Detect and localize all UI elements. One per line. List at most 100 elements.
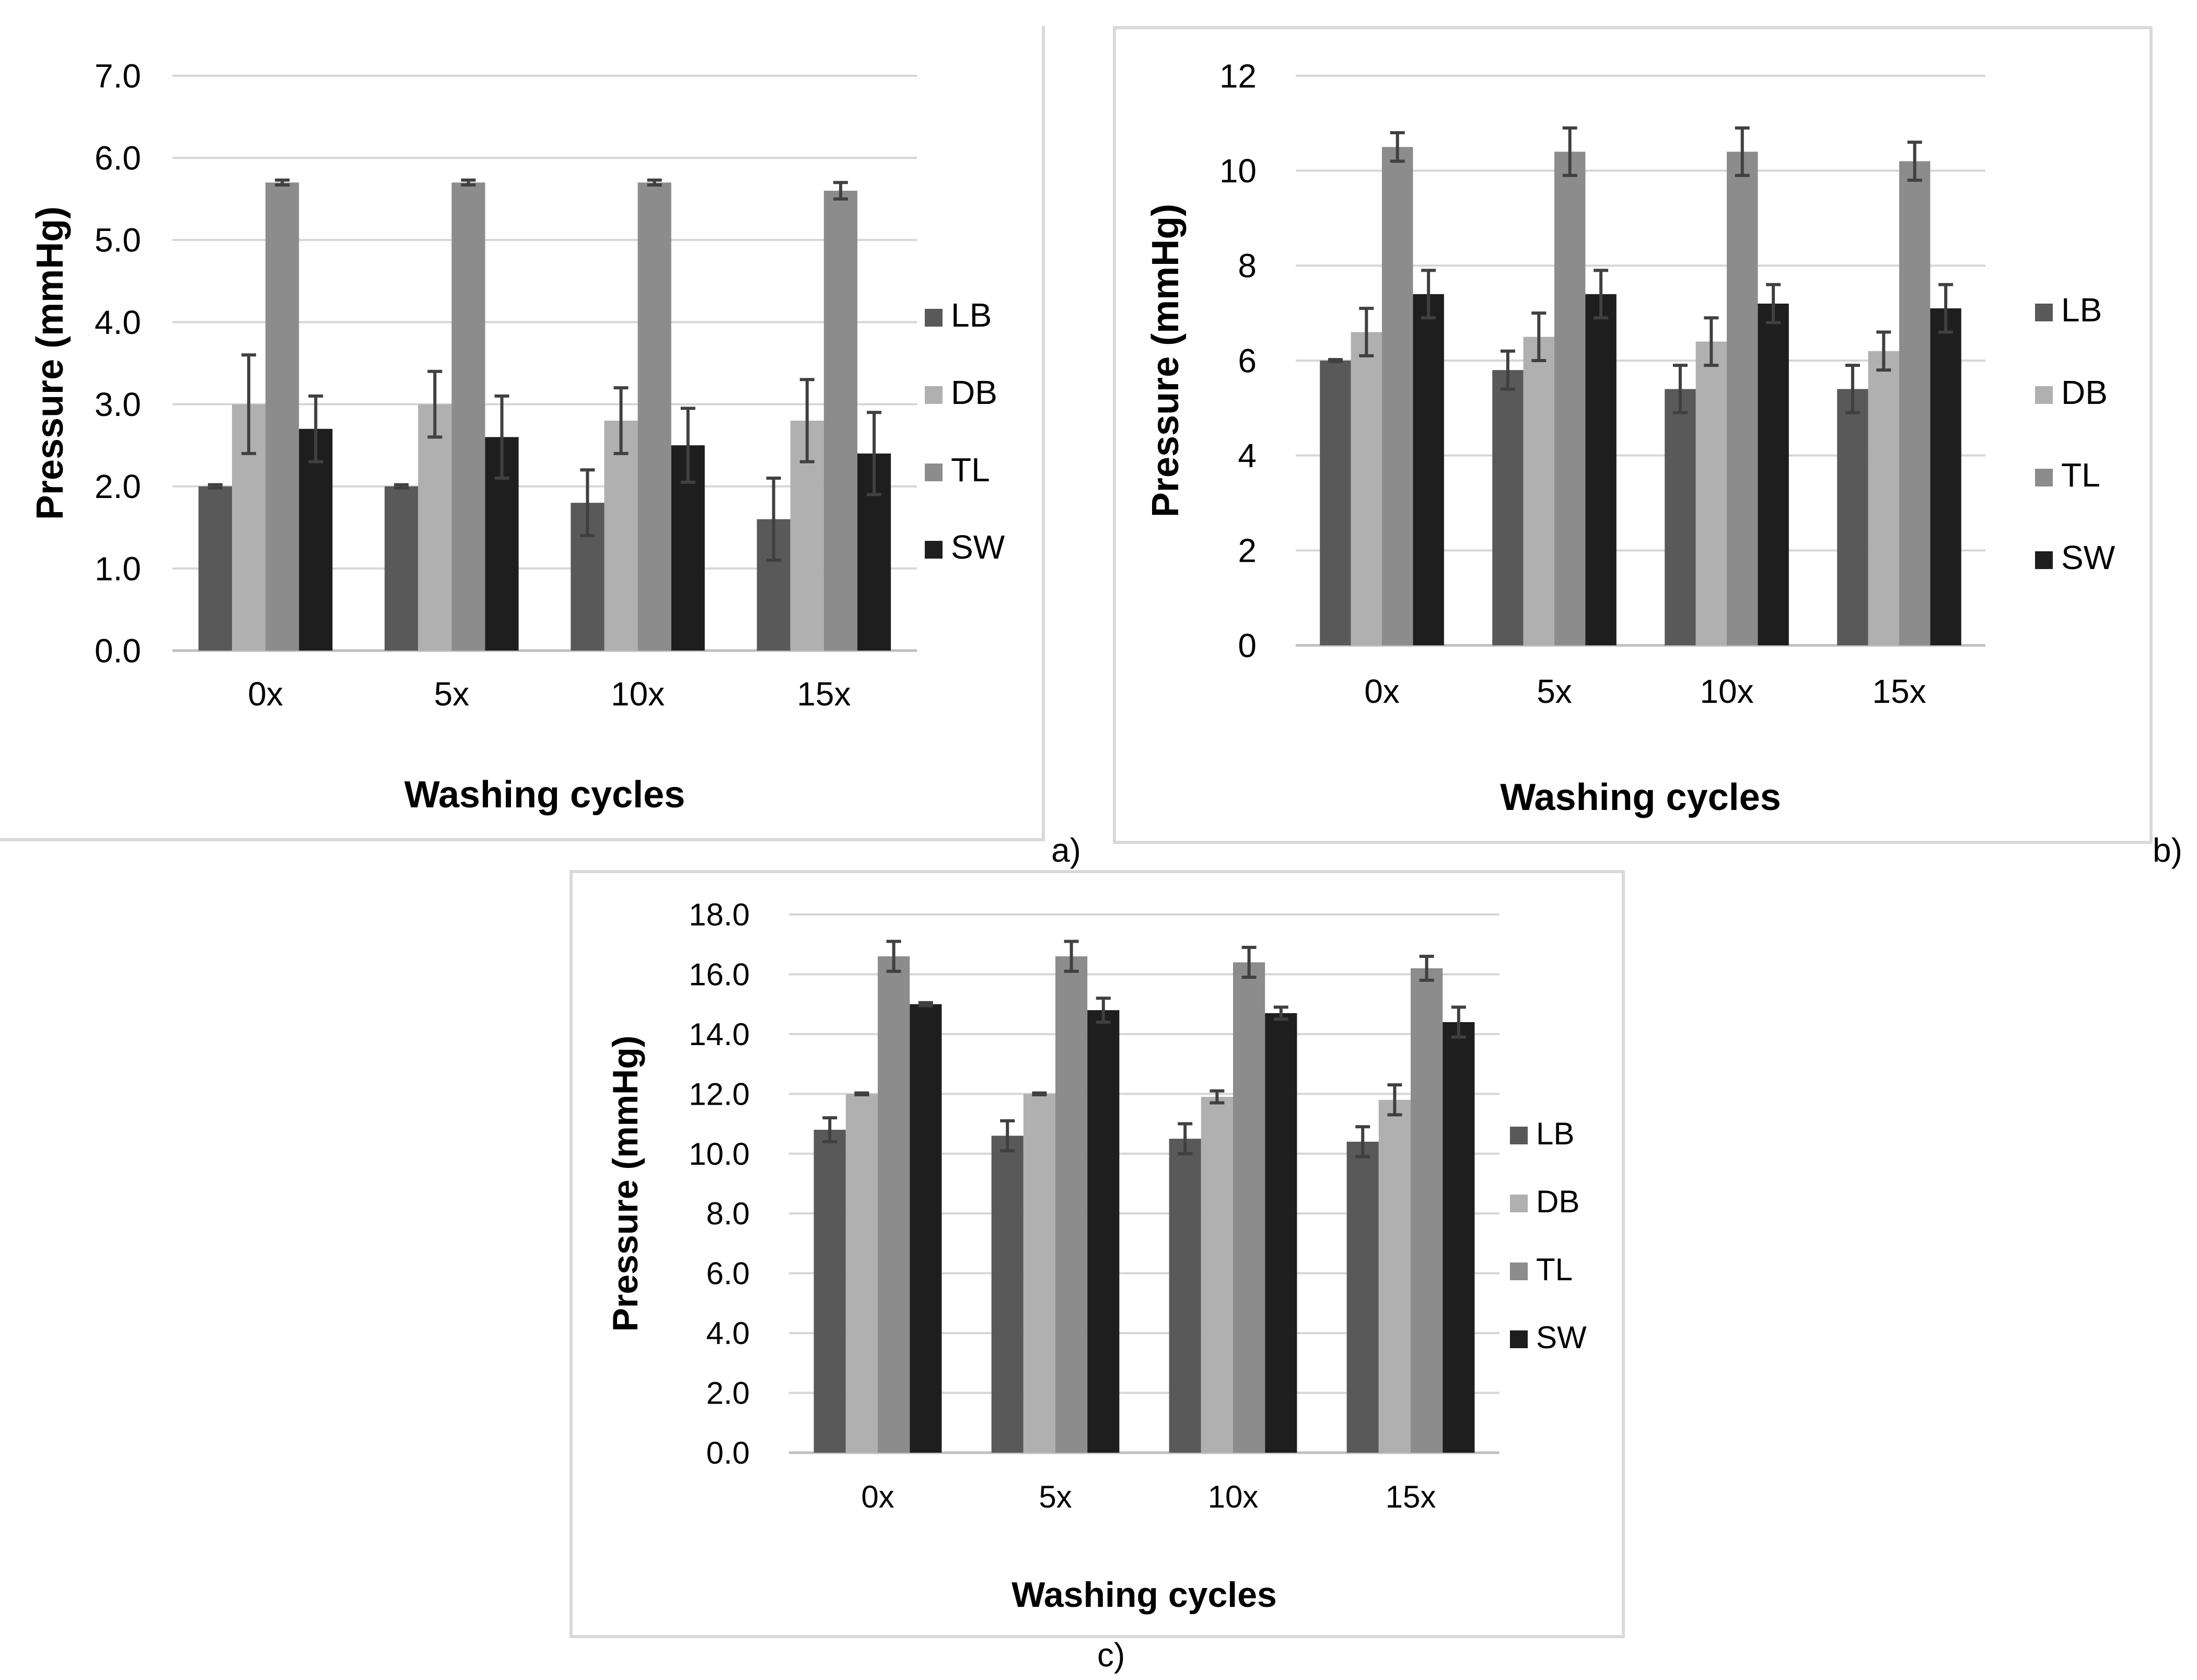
y-tick-label: 2.0 [95, 468, 141, 505]
legend-swatch-lb [1510, 1127, 1528, 1144]
legend-label-sw: SW [2061, 539, 2115, 576]
bar-tl [637, 182, 671, 651]
legend-swatch-tl [2035, 469, 2053, 486]
bar-tl [1727, 152, 1758, 645]
y-tick-label: 6.0 [95, 140, 141, 177]
x-tick-label: 5x [1039, 1479, 1072, 1514]
bar-tl [1055, 956, 1088, 1453]
y-tick-label: 10.0 [689, 1137, 750, 1172]
y-tick-label: 2 [1238, 532, 1257, 570]
bar-sw [1265, 1013, 1297, 1453]
bar-tl [823, 191, 857, 651]
chart-frame-c [569, 870, 1625, 1638]
bar-db [604, 421, 638, 651]
bar-db [1351, 332, 1382, 645]
legend-swatch-lb [925, 309, 943, 327]
legend-swatch-tl [1510, 1262, 1528, 1280]
y-tick-label: 1.0 [95, 550, 141, 587]
x-tick-label: 15x [1872, 673, 1926, 710]
legend-label-db: DB [951, 374, 997, 411]
y-tick-label: 5.0 [95, 222, 141, 259]
legend-swatch-db [1510, 1195, 1528, 1212]
bar-db [1868, 351, 1899, 645]
y-tick-label: 4 [1238, 437, 1257, 474]
x-axis-title: Washing cycles [1500, 777, 1781, 818]
bar-db [1201, 1097, 1233, 1453]
bar-lb [1665, 389, 1696, 645]
bar-tl [1411, 968, 1443, 1453]
bar-sw [1930, 308, 1961, 645]
bar-lb [1492, 370, 1524, 645]
y-tick-label: 12.0 [689, 1076, 750, 1111]
y-tick-label: 4.0 [95, 304, 141, 341]
x-tick-label: 5x [434, 675, 470, 713]
bar-sw [299, 428, 333, 651]
x-tick-label: 10x [1700, 673, 1753, 710]
y-axis-title: Pressure (mmHg) [1145, 204, 1187, 517]
chart-frame-b [1113, 26, 2153, 844]
legend-label-lb: LB [951, 296, 992, 334]
bar-sw [1585, 294, 1617, 645]
bar-sw [1413, 294, 1444, 645]
bar-chart-a: 0.0 1.0 2.0 3.0 4.0 5.0 6.0 7.0 0x 5x 10x 15x Washin… [29, 57, 1005, 816]
legend-label-sw: SW [1536, 1320, 1587, 1355]
legend-swatch-sw [2035, 551, 2053, 569]
legend-swatch-lb [2035, 304, 2053, 321]
bar-lb [1837, 389, 1868, 645]
bar-tl [265, 182, 299, 651]
bar-lb [1320, 361, 1351, 645]
bar-sw [1443, 1022, 1475, 1453]
bar-lb [385, 486, 419, 651]
y-tick-label: 6 [1238, 342, 1257, 379]
x-tick-label: 10x [611, 675, 665, 713]
legend-label-lb: LB [1536, 1116, 1574, 1151]
bar-tl [1382, 147, 1413, 645]
bar-db [418, 404, 452, 651]
y-tick-label: 14.0 [689, 1017, 750, 1052]
bar-tl [878, 956, 910, 1453]
legend-label-db: DB [2061, 374, 2108, 411]
bar-db [1695, 341, 1727, 645]
legend-label-db: DB [1536, 1184, 1579, 1219]
panel-label-c: c) [1097, 1636, 1125, 1674]
x-tick-label: 0x [1364, 673, 1400, 710]
y-axis-title: Pressure (mmHg) [606, 1036, 645, 1332]
y-tick-label: 6.0 [706, 1256, 750, 1291]
y-tick-label: 4.0 [706, 1316, 750, 1351]
legend-swatch-sw [925, 541, 943, 559]
y-tick-label: 0 [1238, 627, 1257, 664]
bar-tl [1233, 962, 1265, 1453]
bar-sw [910, 1004, 942, 1453]
legend-swatch-db [2035, 386, 2053, 404]
bar-db [1378, 1099, 1411, 1453]
x-tick-label: 0x [861, 1479, 894, 1514]
bar-lb [991, 1136, 1024, 1453]
bar-tl [1899, 161, 1931, 645]
y-tick-label: 10 [1219, 152, 1257, 190]
legend-swatch-sw [1510, 1330, 1528, 1348]
x-tick-label: 10x [1208, 1479, 1259, 1514]
bar-sw [1087, 1010, 1120, 1453]
bar-chart-c: 0.0 2.0 4.0 6.0 8.0 10.0 12.0 14.0 16.0 18.0 0x 5x 1… [606, 897, 1587, 1615]
bar-db [845, 1094, 878, 1453]
chart-frame-a [0, 26, 1045, 841]
y-tick-label: 8.0 [706, 1196, 750, 1231]
y-tick-label: 3.0 [95, 386, 141, 423]
y-tick-label: 18.0 [689, 897, 750, 932]
bar-sw [1758, 304, 1789, 645]
y-axis-title: Pressure (mmHg) [29, 206, 71, 520]
legend-swatch-db [925, 386, 943, 404]
bar-chart-b: 0 2 4 6 8 10 12 0x 5x 10x 15x Washing cycles Pressur… [1145, 57, 2115, 818]
x-tick-label: 15x [797, 675, 851, 713]
x-axis-title: Washing cycles [404, 774, 685, 816]
chart-panel-c: 0.0 2.0 4.0 6.0 8.0 10.0 12.0 14.0 16.0 18.0 0x 5x 1… [569, 870, 1625, 1674]
y-tick-label: 12 [1219, 57, 1257, 95]
bar-lb [1346, 1141, 1379, 1453]
legend-label-tl: TL [2061, 456, 2100, 494]
y-tick-label: 0.0 [95, 632, 141, 669]
bar-db [1023, 1094, 1055, 1453]
bar-tl [1554, 152, 1586, 645]
bar-db [1523, 337, 1554, 645]
legend-label-sw: SW [951, 528, 1005, 566]
legend-swatch-tl [925, 464, 943, 481]
